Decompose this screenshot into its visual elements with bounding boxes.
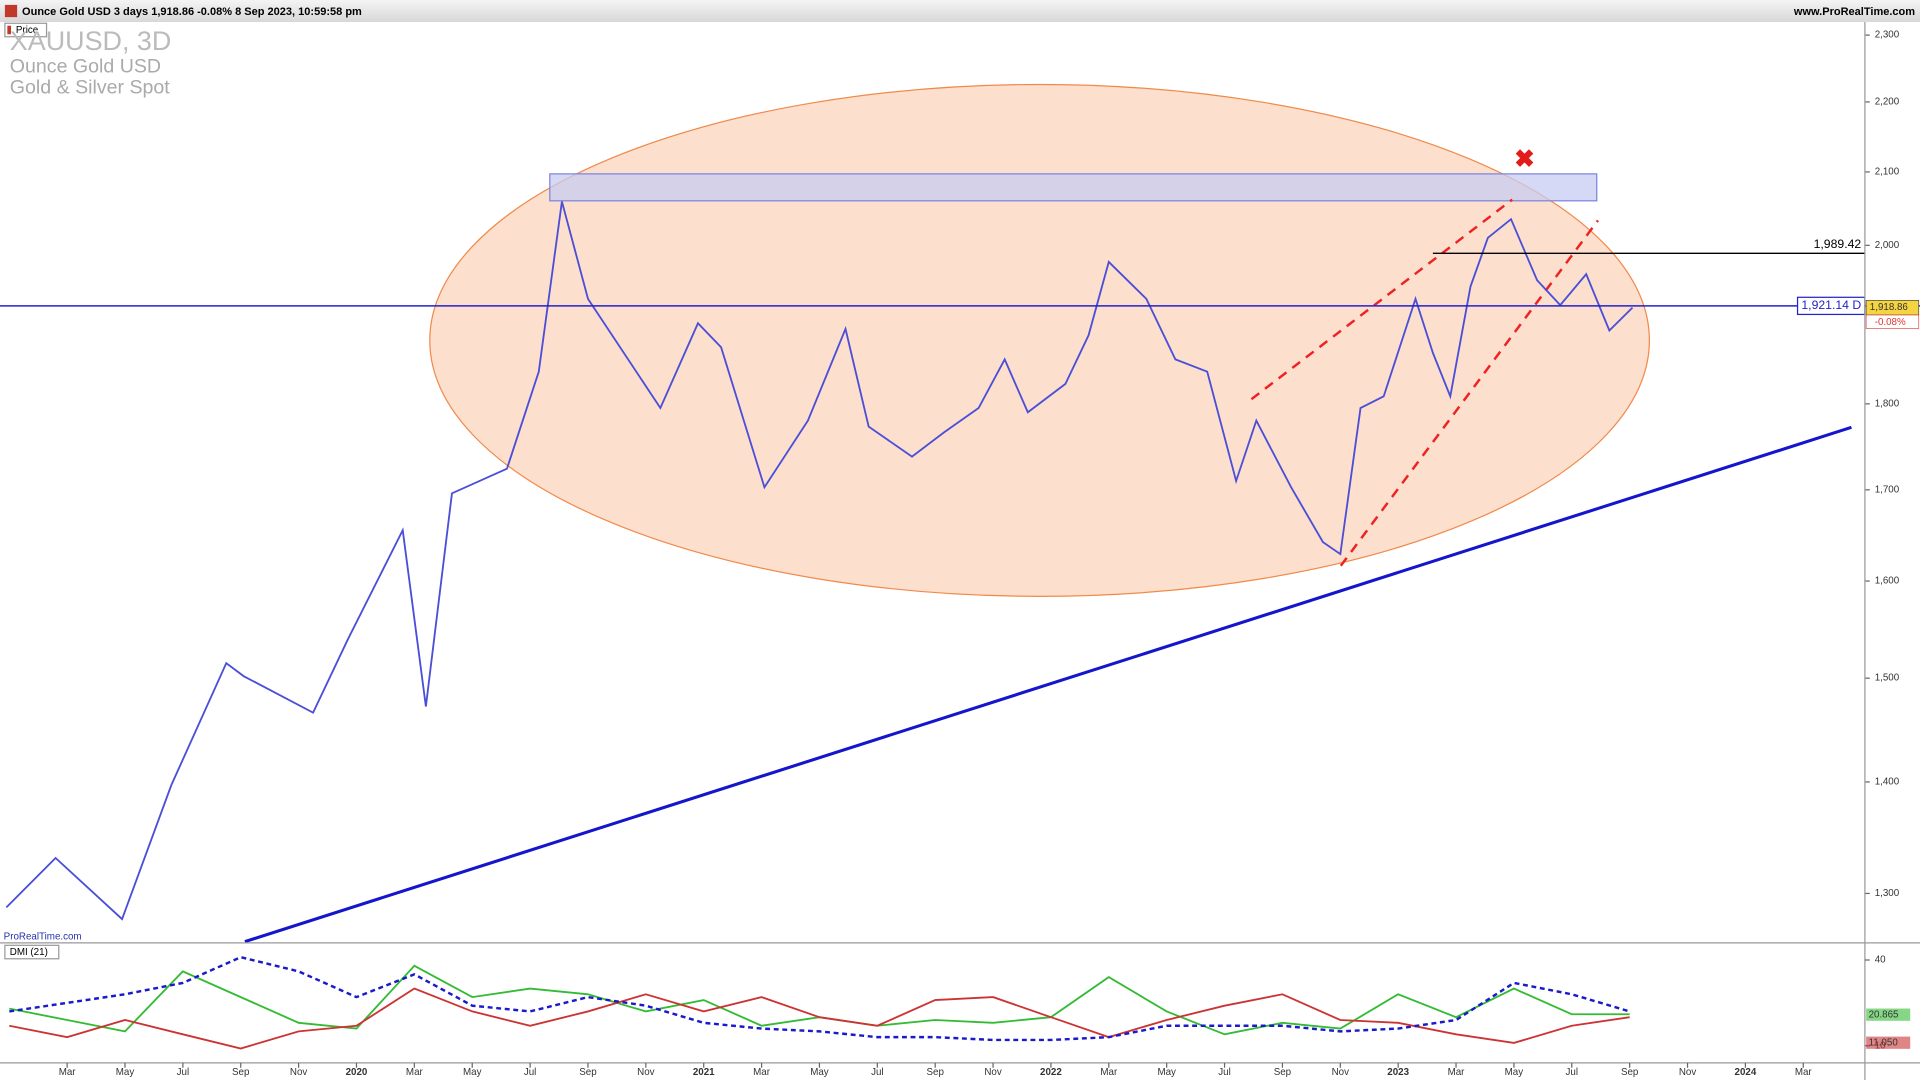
x-tick-label: May [1505, 1067, 1524, 1078]
ellipse-annotation [429, 83, 1650, 597]
x-tick-label: 2023 [1387, 1067, 1409, 1078]
y-tick-label: 2,000 [1875, 240, 1900, 251]
x-tick-label: Mar [1448, 1067, 1466, 1078]
y-tick-label: 1,600 [1875, 576, 1900, 587]
resistance-zone [549, 173, 1598, 202]
change-tag [1865, 314, 1920, 329]
x-tick-label: Sep [1274, 1067, 1292, 1078]
x-tick-label: May [1157, 1067, 1176, 1078]
y-tick-label: 2,300 [1875, 30, 1900, 41]
panel-tag [4, 944, 60, 960]
y-tick-label: 1,800 [1875, 398, 1900, 409]
last-value-tag [1866, 1008, 1911, 1021]
x-tick-label: Sep [926, 1067, 944, 1078]
group: Gold & Silver Spot [10, 76, 171, 98]
x-tick-label: Jul [1566, 1067, 1579, 1078]
change-label: -0.08% [1875, 317, 1906, 328]
x-tick-label: Mar [1795, 1067, 1813, 1078]
x-tick-label: Jul [524, 1067, 537, 1078]
x-tick-label: Mar [406, 1067, 424, 1078]
x-tick-label: 2020 [346, 1067, 368, 1078]
header-icon [4, 4, 18, 18]
x-tick-label: 2024 [1735, 1067, 1757, 1078]
x-tick-label: Sep [579, 1067, 597, 1078]
dmi-label: DMI (21) [10, 947, 48, 958]
x-tick-label: Nov [984, 1067, 1002, 1078]
trend-line [244, 425, 1852, 944]
channel-line [1250, 198, 1513, 401]
header-site: www.ProRealTime.com [1793, 6, 1915, 18]
y-tick-label: 1,400 [1875, 777, 1900, 788]
x-tick-label: May [116, 1067, 135, 1078]
series-line [9, 987, 1630, 1050]
y-tick-label: 1,500 [1875, 673, 1900, 684]
y-tick-label: 1,700 [1875, 484, 1900, 495]
y-tick-label: 1,300 [1875, 888, 1900, 899]
x-tick-label: 2022 [1040, 1067, 1062, 1078]
level-label: 1,989.42 [1814, 237, 1862, 251]
x-tick-label: Nov [290, 1067, 308, 1078]
x-tick-label: Jul [871, 1067, 884, 1078]
x-tick-label: May [463, 1067, 482, 1078]
last-value-label: 11.050 [1869, 1037, 1899, 1048]
series-line [9, 964, 1630, 1036]
last-value-tag [1866, 1036, 1911, 1049]
watermark: ProRealTime.com [4, 931, 82, 942]
panel-tag-icon [7, 25, 12, 35]
channel-line [1339, 219, 1599, 567]
x-tick-label: Mar [753, 1067, 771, 1078]
x-tick-label: Jul [1218, 1067, 1231, 1078]
panel-tag [4, 22, 48, 38]
x-tick-label: Sep [232, 1067, 250, 1078]
x-tick-label: Mar [1100, 1067, 1118, 1078]
header-info: Ounce Gold USD 3 days 1,918.86 -0.08% 8 … [22, 6, 362, 18]
y-tick-label: 2,100 [1875, 167, 1900, 178]
y-tick-label: 2,200 [1875, 97, 1900, 108]
instrument: Ounce Gold USD [10, 56, 161, 78]
series-line [5, 201, 1634, 921]
last-value-label: 20.865 [1869, 1009, 1899, 1020]
symbol: XAUUSD, 3D [10, 26, 172, 56]
x-tick-label: May [810, 1067, 829, 1078]
x-marker: ✖ [1514, 146, 1535, 173]
x-tick-label: Nov [637, 1067, 655, 1078]
x-tick-label: Jul [177, 1067, 190, 1078]
level-label: 1,921.14 D [1801, 298, 1861, 312]
header-bar [0, 0, 1920, 23]
series-line [9, 955, 1631, 1042]
x-tick-label: Sep [1621, 1067, 1639, 1078]
last-price-label: 1,918.86 [1870, 302, 1909, 313]
x-tick-label: Nov [1679, 1067, 1697, 1078]
x-tick-label: Nov [1332, 1067, 1350, 1078]
panel-label: Price [16, 25, 38, 36]
x-tick-label: 2021 [693, 1067, 715, 1078]
x-tick-label: Mar [59, 1067, 77, 1078]
y-tick-label: 40 [1875, 955, 1886, 966]
